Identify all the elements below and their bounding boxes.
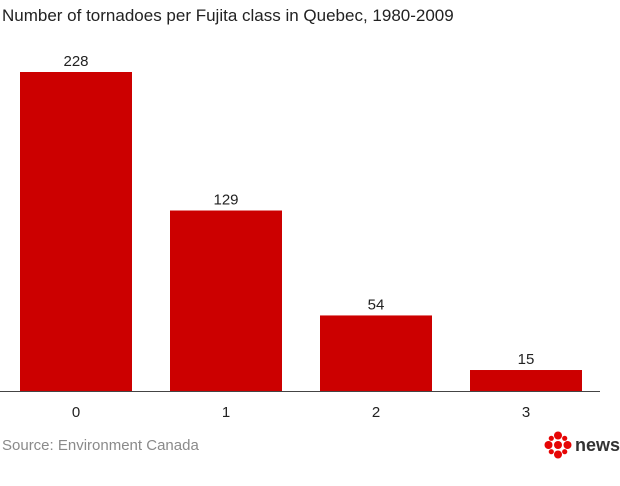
bar-2 [320,315,432,391]
data-label-3: 15 [518,351,535,368]
bar-3 [470,370,582,391]
cbc-gem-icon [544,431,572,459]
x-tick-label-0: 0 [72,404,80,421]
bar-1 [170,210,282,391]
source-note: Source: Environment Canada [2,437,199,454]
data-label-1: 129 [213,192,238,209]
brand-wordmark: news [574,434,620,455]
data-label-0: 228 [63,53,88,70]
x-tick-label-3: 3 [522,404,530,421]
x-tick-label-2: 2 [372,404,380,421]
chart-title: Number of tornadoes per Fujita class in … [2,6,454,25]
data-label-2: 54 [368,296,385,313]
bar-0 [20,72,132,391]
cbc-news-logo: news [544,431,620,459]
x-tick-label-1: 1 [222,404,230,421]
